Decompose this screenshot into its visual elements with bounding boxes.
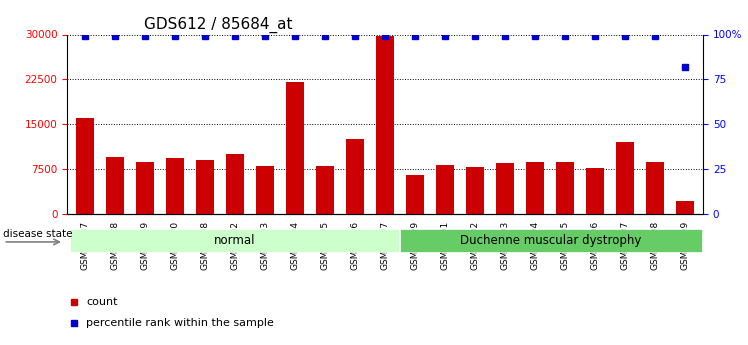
- Bar: [346, 139, 364, 214]
- Text: GSM16306: GSM16306: [591, 221, 600, 270]
- Text: GSM16294: GSM16294: [291, 221, 300, 270]
- Bar: [316, 166, 334, 214]
- Bar: [466, 167, 484, 214]
- Bar: [136, 162, 154, 214]
- Text: GSM16295: GSM16295: [321, 221, 330, 270]
- Bar: [586, 168, 604, 214]
- Bar: [286, 82, 304, 214]
- Text: GSM16298: GSM16298: [200, 221, 209, 270]
- Bar: [496, 163, 514, 214]
- Text: GSM16296: GSM16296: [351, 221, 360, 270]
- Text: GSM16305: GSM16305: [561, 221, 570, 270]
- Bar: [106, 157, 124, 214]
- Bar: [76, 118, 94, 214]
- Text: GSM16293: GSM16293: [261, 221, 270, 270]
- Text: GSM16302: GSM16302: [470, 221, 479, 270]
- Bar: [646, 162, 664, 214]
- Text: GSM16309: GSM16309: [681, 221, 690, 270]
- Text: GSM16299: GSM16299: [411, 221, 420, 270]
- FancyBboxPatch shape: [70, 229, 399, 252]
- Text: GSM16289: GSM16289: [141, 221, 150, 270]
- Text: GSM16288: GSM16288: [111, 221, 120, 270]
- Text: GSM16301: GSM16301: [441, 221, 450, 270]
- Text: GSM16303: GSM16303: [500, 221, 509, 270]
- Text: GSM16292: GSM16292: [231, 221, 240, 270]
- Bar: [196, 160, 214, 214]
- Bar: [226, 154, 245, 214]
- Bar: [616, 142, 634, 214]
- Bar: [436, 165, 454, 214]
- Text: percentile rank within the sample: percentile rank within the sample: [86, 318, 275, 328]
- Text: GSM16307: GSM16307: [621, 221, 630, 270]
- Bar: [166, 158, 184, 214]
- Bar: [557, 162, 574, 214]
- Bar: [676, 201, 694, 214]
- FancyBboxPatch shape: [400, 229, 702, 252]
- Text: GSM16290: GSM16290: [171, 221, 180, 270]
- Bar: [526, 162, 544, 214]
- Text: GSM16297: GSM16297: [381, 221, 390, 270]
- Text: normal: normal: [214, 234, 255, 247]
- Text: Duchenne muscular dystrophy: Duchenne muscular dystrophy: [460, 234, 642, 247]
- Text: GSM16304: GSM16304: [530, 221, 539, 270]
- Bar: [406, 175, 424, 214]
- Text: count: count: [86, 297, 118, 307]
- Text: GDS612 / 85684_at: GDS612 / 85684_at: [144, 17, 292, 33]
- Bar: [257, 166, 275, 214]
- Text: GSM16308: GSM16308: [651, 221, 660, 270]
- Bar: [376, 36, 394, 214]
- Text: disease state: disease state: [3, 229, 73, 239]
- Text: GSM16287: GSM16287: [81, 221, 90, 270]
